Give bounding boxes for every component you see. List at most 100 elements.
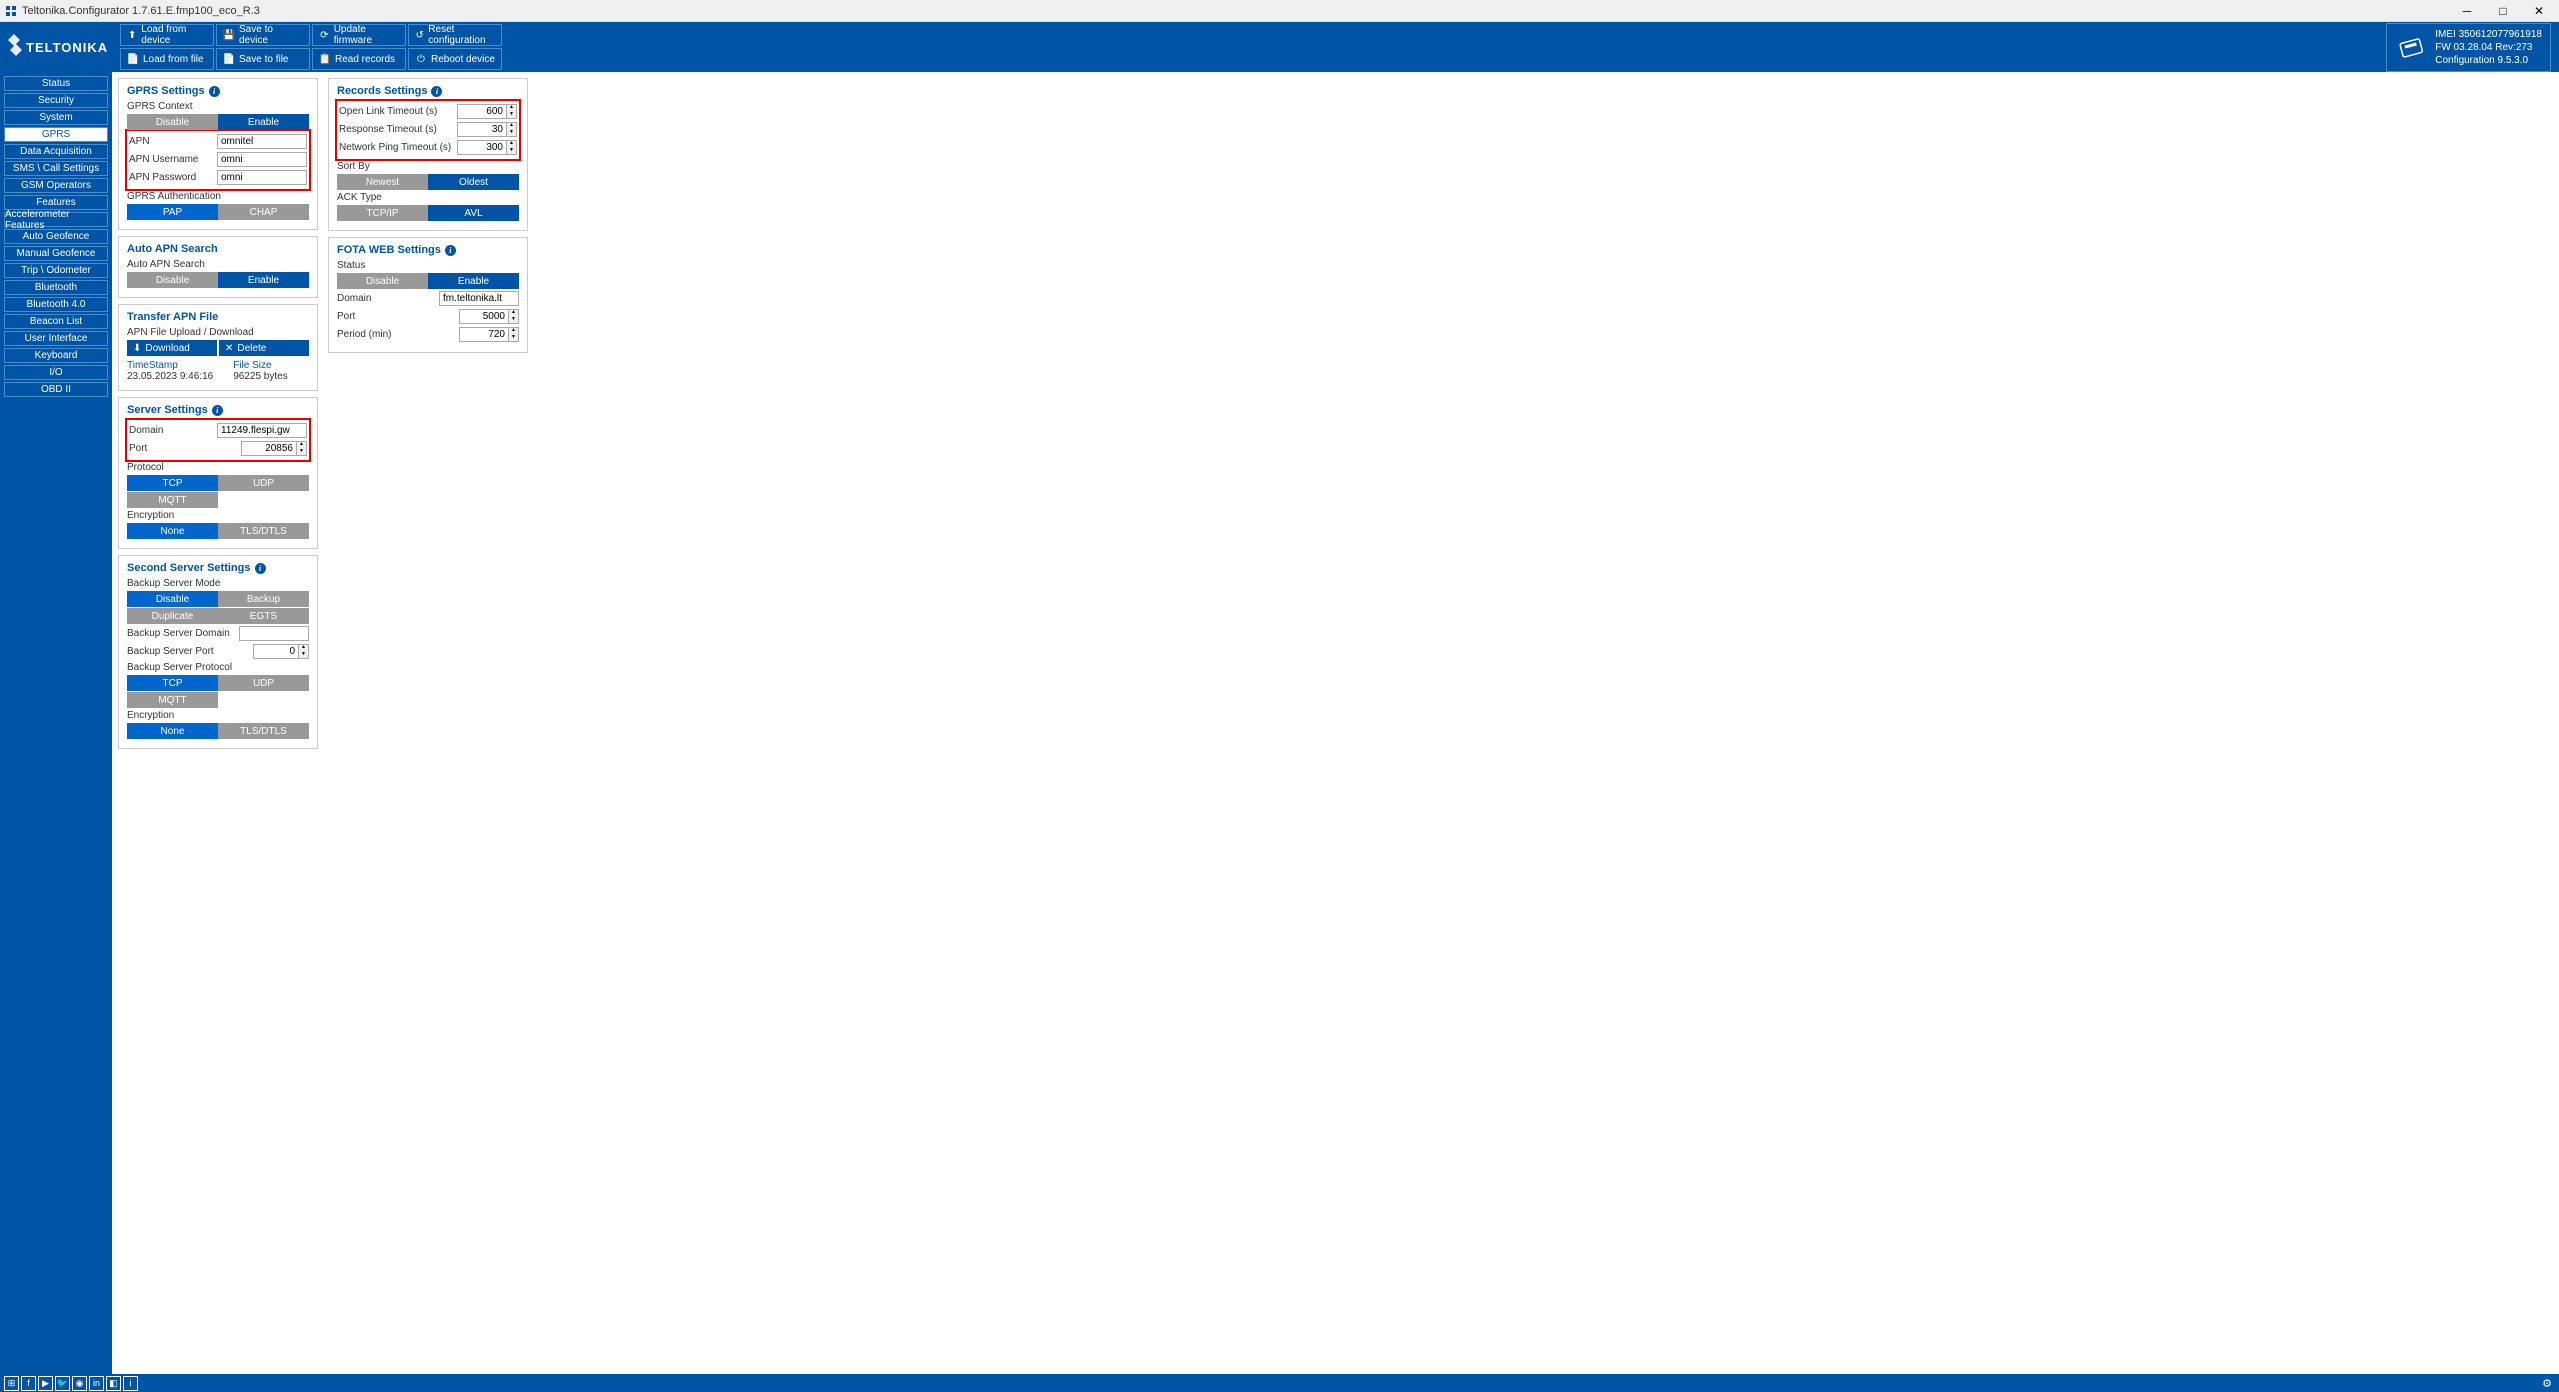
ping-spinner[interactable]: ▲▼ <box>507 140 517 155</box>
gprs-context-label: GPRS Context <box>127 101 309 112</box>
chap-button[interactable]: CHAP <box>218 204 309 220</box>
sidebar-item-keyboard[interactable]: Keyboard <box>4 348 108 363</box>
info-icon[interactable]: i <box>431 86 442 97</box>
newest-button[interactable]: Newest <box>337 174 428 190</box>
backup-button[interactable]: Backup <box>218 591 309 607</box>
info-icon[interactable]: i <box>255 563 266 574</box>
reset-config-button[interactable]: ↺Reset configuration <box>408 24 502 46</box>
port-spinner[interactable]: ▲▼ <box>297 441 307 456</box>
fota-status-group: Disable Enable <box>337 273 519 289</box>
fota-period-input[interactable] <box>459 327 509 342</box>
backup-domain-input[interactable] <box>239 626 309 641</box>
autoapn-disable-button[interactable]: Disable <box>127 272 218 288</box>
sidebar-item-sms-call-settings[interactable]: SMS \ Call Settings <box>4 161 108 176</box>
social-grid-icon[interactable]: ⊞ <box>4 1376 19 1391</box>
read-records-button[interactable]: 📋 Read records <box>312 48 406 70</box>
download-button[interactable]: ⬇Download <box>127 340 217 356</box>
load-from-file-button[interactable]: 📄Load from file <box>120 48 214 70</box>
fota-period-spinner[interactable]: ▲▼ <box>509 327 519 342</box>
none-button[interactable]: None <box>127 523 218 539</box>
sidebar-item-i-o[interactable]: I/O <box>4 365 108 380</box>
sidebar-item-user-interface[interactable]: User Interface <box>4 331 108 346</box>
backup-tcp-button[interactable]: TCP <box>127 675 218 691</box>
udp-button[interactable]: UDP <box>218 475 309 491</box>
sidebar-item-trip-odometer[interactable]: Trip \ Odometer <box>4 263 108 278</box>
close-button[interactable]: ✕ <box>2527 2 2551 20</box>
linkedin-icon[interactable]: in <box>89 1376 104 1391</box>
header: TELTONIKA ⬆Load from device 💾Save to dev… <box>0 22 2559 72</box>
youtube-icon[interactable]: ▶ <box>38 1376 53 1391</box>
reboot-device-button[interactable]: ⏻Reboot device <box>408 48 502 70</box>
backup-port-spinner[interactable]: ▲▼ <box>299 644 309 659</box>
gprs-disable-button[interactable]: Disable <box>127 114 218 130</box>
backup-tls-button[interactable]: TLS/DTLS <box>218 723 309 739</box>
egts-button[interactable]: EGTS <box>218 608 309 624</box>
sidebar-item-gprs[interactable]: GPRS <box>4 127 108 142</box>
maximize-button[interactable]: □ <box>2491 2 2515 20</box>
sidebar-item-accelerometer-features[interactable]: Accelerometer Features <box>4 212 108 227</box>
settings-gear-icon[interactable]: ⚙ <box>2539 1375 2555 1391</box>
fota-port-spinner[interactable]: ▲▼ <box>509 309 519 324</box>
fota-disable-button[interactable]: Disable <box>337 273 428 289</box>
apn-pass-input[interactable] <box>217 170 307 185</box>
sidebar-item-auto-geofence[interactable]: Auto Geofence <box>4 229 108 244</box>
backup-disable-button[interactable]: Disable <box>127 591 218 607</box>
twitter-icon[interactable]: 🐦 <box>55 1376 70 1391</box>
backup-enc-label: Encryption <box>127 710 309 721</box>
tcpip-button[interactable]: TCP/IP <box>337 205 428 221</box>
info-icon[interactable]: i <box>212 405 223 416</box>
tls-button[interactable]: TLS/DTLS <box>218 523 309 539</box>
autoapn-enable-button[interactable]: Enable <box>218 272 309 288</box>
apn-user-input[interactable] <box>217 152 307 167</box>
duplicate-button[interactable]: Duplicate <box>127 608 218 624</box>
sidebar-item-gsm-operators[interactable]: GSM Operators <box>4 178 108 193</box>
sidebar-item-bluetooth-4-0[interactable]: Bluetooth 4.0 <box>4 297 108 312</box>
tcp-button[interactable]: TCP <box>127 475 218 491</box>
open-link-spinner[interactable]: ▲▼ <box>507 104 517 119</box>
server-domain-input[interactable] <box>217 423 307 438</box>
avl-button[interactable]: AVL <box>428 205 519 221</box>
minimize-button[interactable]: ─ <box>2455 2 2479 20</box>
backup-udp-button[interactable]: UDP <box>218 675 309 691</box>
save-to-file-button[interactable]: 📄Save to file <box>216 48 310 70</box>
sidebar-item-obd-ii[interactable]: OBD II <box>4 382 108 397</box>
open-link-input[interactable] <box>457 104 507 119</box>
gprs-enable-button[interactable]: Enable <box>218 114 309 130</box>
ping-input[interactable] <box>457 140 507 155</box>
fota-port-input[interactable] <box>459 309 509 324</box>
sidebar-item-status[interactable]: Status <box>4 76 108 91</box>
load-from-device-button[interactable]: ⬆Load from device <box>120 24 214 46</box>
website-icon[interactable]: ◧ <box>106 1376 121 1391</box>
pap-button[interactable]: PAP <box>127 204 218 220</box>
fota-domain-input[interactable] <box>439 291 519 306</box>
sidebar-item-system[interactable]: System <box>4 110 108 125</box>
update-firmware-button[interactable]: ⟳Update firmware <box>312 24 406 46</box>
mqtt-button[interactable]: MQTT <box>127 492 218 508</box>
records-icon: 📋 <box>319 53 331 65</box>
response-spinner[interactable]: ▲▼ <box>507 122 517 137</box>
btn-label: Read records <box>335 54 395 65</box>
oldest-button[interactable]: Oldest <box>428 174 519 190</box>
sidebar-item-data-acquisition[interactable]: Data Acquisition <box>4 144 108 159</box>
server-port-label: Port <box>129 443 241 454</box>
save-to-device-button[interactable]: 💾Save to device <box>216 24 310 46</box>
facebook-icon[interactable]: f <box>21 1376 36 1391</box>
fota-enable-button[interactable]: Enable <box>428 273 519 289</box>
info-icon[interactable]: i <box>209 86 220 97</box>
backup-mqtt-button[interactable]: MQTT <box>127 692 218 708</box>
server-port-input[interactable] <box>241 441 297 456</box>
delete-button[interactable]: ✕Delete <box>219 340 309 356</box>
sidebar-item-security[interactable]: Security <box>4 93 108 108</box>
info-footer-icon[interactable]: i <box>123 1376 138 1391</box>
apn-label: APN <box>129 136 217 147</box>
backup-port-input[interactable] <box>253 644 299 659</box>
sidebar-item-manual-geofence[interactable]: Manual Geofence <box>4 246 108 261</box>
instagram-icon[interactable]: ◉ <box>72 1376 87 1391</box>
sidebar-item-bluetooth[interactable]: Bluetooth <box>4 280 108 295</box>
sidebar-item-beacon-list[interactable]: Beacon List <box>4 314 108 329</box>
info-icon[interactable]: i <box>445 245 456 256</box>
backup-none-button[interactable]: None <box>127 723 218 739</box>
backup-protocol-label: Backup Server Protocol <box>127 662 309 673</box>
apn-input[interactable] <box>217 134 307 149</box>
response-input[interactable] <box>457 122 507 137</box>
